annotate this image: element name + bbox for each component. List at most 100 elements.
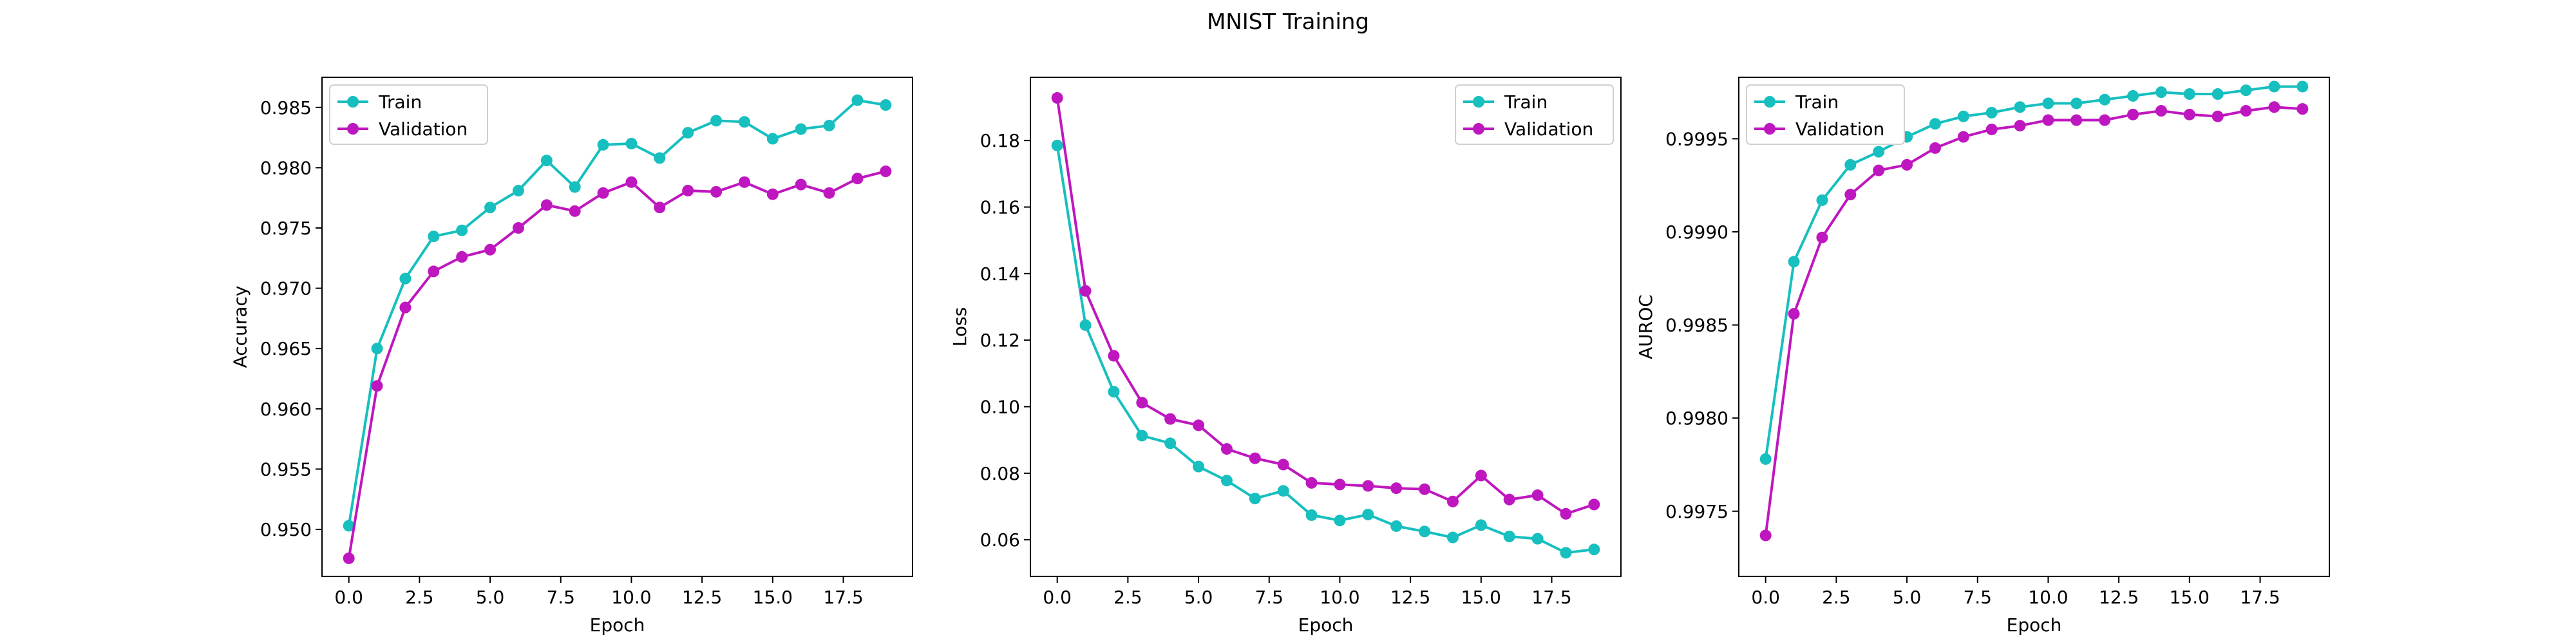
train-data-point xyxy=(738,116,750,128)
train-data-point xyxy=(2042,97,2054,109)
validation-data-point xyxy=(2014,120,2026,132)
validation-data-point xyxy=(2070,114,2083,126)
x-tick-label: 7.5 xyxy=(1963,587,1992,608)
train-data-point xyxy=(1193,460,1205,473)
train-data-point xyxy=(2014,101,2026,113)
chart-panel-3: 0.0 2.5 5.0 7.5 10.0 12.5 15.0 17.5 0.9975 0.9980… xyxy=(1635,77,2330,636)
y-tick-label: 0.9990 xyxy=(1665,222,1728,243)
validation-data-point xyxy=(1108,350,1120,362)
train-data-point xyxy=(597,138,609,151)
train-data-point xyxy=(540,155,553,167)
train-data-point xyxy=(1788,256,1800,268)
train-data-point xyxy=(654,152,666,164)
validation-data-point xyxy=(1901,158,1913,171)
y-tick-label: 0.965 xyxy=(260,338,312,359)
train-data-point xyxy=(880,99,892,111)
x-tick-label: 12.5 xyxy=(2099,587,2139,608)
train-data-point xyxy=(1164,437,1177,450)
train-data-point xyxy=(625,137,638,149)
legend-train-label: Train xyxy=(1504,91,1548,113)
train-series-line xyxy=(347,99,886,526)
y-axis-label: Loss xyxy=(949,307,971,346)
train-data-point xyxy=(399,272,412,285)
validation-data-point xyxy=(2268,101,2280,113)
train-data-point xyxy=(2297,80,2309,93)
legend-validation-label: Validation xyxy=(1795,118,1884,140)
train-data-point xyxy=(710,115,723,127)
legend: Train Validation xyxy=(329,84,488,145)
y-tick-label: 0.970 xyxy=(260,278,312,299)
validation-data-point xyxy=(1844,189,1857,201)
legend-validation-label: Validation xyxy=(1504,118,1593,140)
validation-data-point xyxy=(2211,110,2224,122)
train-data-point xyxy=(1759,453,1772,465)
x-tick-label: 2.5 xyxy=(1822,587,1851,608)
validation-data-point xyxy=(1390,482,1403,495)
y-tick-label: 0.985 xyxy=(260,97,312,118)
train-data-point xyxy=(1079,319,1092,331)
validation-series-line xyxy=(1056,97,1595,516)
y-tick-label: 0.950 xyxy=(260,519,312,540)
train-data-point xyxy=(2240,84,2252,97)
validation-data-point xyxy=(1334,478,1346,491)
plot-area-frame xyxy=(1030,77,1622,577)
train-data-point xyxy=(2070,97,2083,109)
legend-train-marker xyxy=(1764,96,1776,108)
train-data-point xyxy=(1277,485,1289,497)
x-tick-label: 15.0 xyxy=(753,587,793,608)
train-data-point xyxy=(1475,519,1487,531)
y-tick-label: 0.9980 xyxy=(1665,408,1728,429)
train-data-point xyxy=(2155,86,2167,99)
x-tick-label: 15.0 xyxy=(1461,587,1501,608)
x-tick-label: 12.5 xyxy=(682,587,722,608)
validation-data-point xyxy=(1419,483,1431,495)
validation-data-point xyxy=(540,199,553,211)
train-data-point xyxy=(1985,106,1998,118)
legend-validation-marker xyxy=(1764,123,1776,135)
x-tick-label: 10.0 xyxy=(1320,587,1359,608)
validation-data-point xyxy=(1985,123,1998,135)
train-data-point xyxy=(1844,158,1857,171)
validation-data-point xyxy=(428,265,440,278)
validation-data-point xyxy=(823,187,835,199)
validation-data-point xyxy=(399,301,412,314)
x-tick-label: 5.0 xyxy=(476,587,505,608)
chart-panels: 0.0 2.5 5.0 7.5 10.0 12.5 15.0 17.5 0.950 0.955 0.… xyxy=(230,77,2330,636)
train-data-point xyxy=(1531,533,1544,545)
train-data-point xyxy=(2268,80,2280,93)
validation-data-point xyxy=(2297,103,2309,115)
validation-data-point xyxy=(766,188,779,200)
train-data-point xyxy=(1108,386,1120,398)
validation-data-point xyxy=(1588,498,1600,511)
chart-panel-1: 0.0 2.5 5.0 7.5 10.0 12.5 15.0 17.5 0.950 0.955 0.… xyxy=(230,77,913,636)
validation-data-point xyxy=(569,205,581,217)
validation-data-point xyxy=(512,222,524,234)
y-tick-label: 0.960 xyxy=(260,399,312,420)
legend-train-marker xyxy=(347,96,359,108)
validation-data-point xyxy=(1503,493,1515,506)
x-tick-label: 5.0 xyxy=(1893,587,1922,608)
validation-data-point xyxy=(1249,452,1261,464)
y-tick-label: 0.9995 xyxy=(1665,128,1728,149)
train-data-point xyxy=(1957,110,1969,122)
validation-data-point xyxy=(1531,489,1544,501)
train-data-point xyxy=(1334,515,1346,527)
validation-data-point xyxy=(738,176,750,188)
train-data-point xyxy=(428,231,440,243)
validation-data-point xyxy=(2099,114,2111,126)
y-tick-label: 0.08 xyxy=(980,463,1020,484)
validation-data-point xyxy=(1929,142,1941,154)
x-tick-label: 17.5 xyxy=(1531,587,1571,608)
validation-data-point xyxy=(456,251,468,263)
validation-data-point xyxy=(597,187,609,199)
train-data-point xyxy=(1390,520,1403,532)
validation-data-point xyxy=(795,178,807,191)
x-tick-label: 0.0 xyxy=(334,587,363,608)
y-tick-label: 0.9985 xyxy=(1665,315,1728,336)
train-data-point xyxy=(1362,508,1374,520)
validation-data-point xyxy=(1277,459,1289,471)
figure-title: MNIST Training xyxy=(1207,9,1369,35)
legend-validation-label: Validation xyxy=(379,118,468,140)
y-tick-label: 0.9975 xyxy=(1665,501,1728,522)
validation-data-point xyxy=(1816,231,1828,243)
